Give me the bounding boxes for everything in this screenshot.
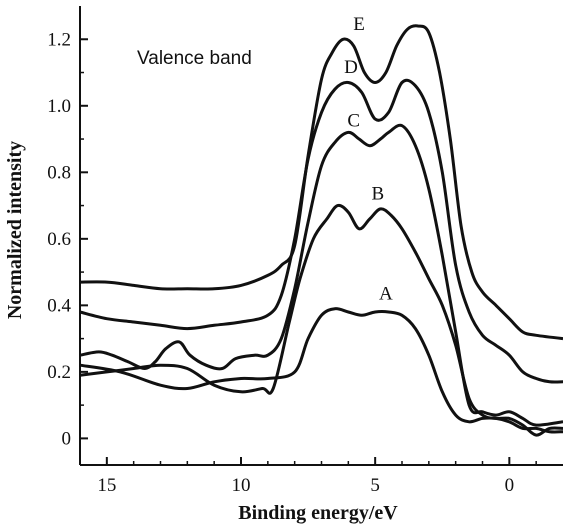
y-tick-label: 0.8 (47, 162, 71, 183)
series-line-c (79, 123, 563, 427)
x-tick-label: 0 (505, 475, 515, 496)
x-tick-label: 15 (97, 475, 116, 496)
series-label-d: D (344, 57, 358, 78)
series-labels: A B C D E (344, 14, 393, 304)
series-label-c: C (347, 110, 360, 131)
valence-band-annotation: Valence band (137, 48, 252, 69)
x-axis-label: Binding energy/eV (238, 502, 398, 524)
x-axis-ticks: 15 10 5 0 (97, 457, 537, 496)
y-tick-label: 1.0 (47, 96, 71, 117)
y-tick-label: 0 (62, 428, 72, 449)
y-tick-label: 0.4 (47, 295, 71, 316)
series-label-e: E (353, 14, 365, 35)
series-line-b (79, 203, 563, 437)
y-tick-label: 0.2 (47, 362, 71, 383)
series-line-d (79, 78, 563, 384)
y-tick-label: 1.2 (47, 29, 71, 50)
series-label-b: B (372, 184, 385, 205)
y-tick-label: 0.6 (47, 229, 71, 250)
x-tick-label: 10 (232, 475, 251, 496)
plot-lines (79, 24, 563, 437)
series-label-a: A (379, 283, 393, 304)
y-axis-ticks: 0 0.2 0.4 0.6 0.8 1.0 1.2 (47, 29, 88, 449)
y-axis-label: Normalized intensity (4, 141, 26, 319)
x-tick-label: 5 (370, 475, 380, 496)
series-line-e (79, 24, 563, 341)
